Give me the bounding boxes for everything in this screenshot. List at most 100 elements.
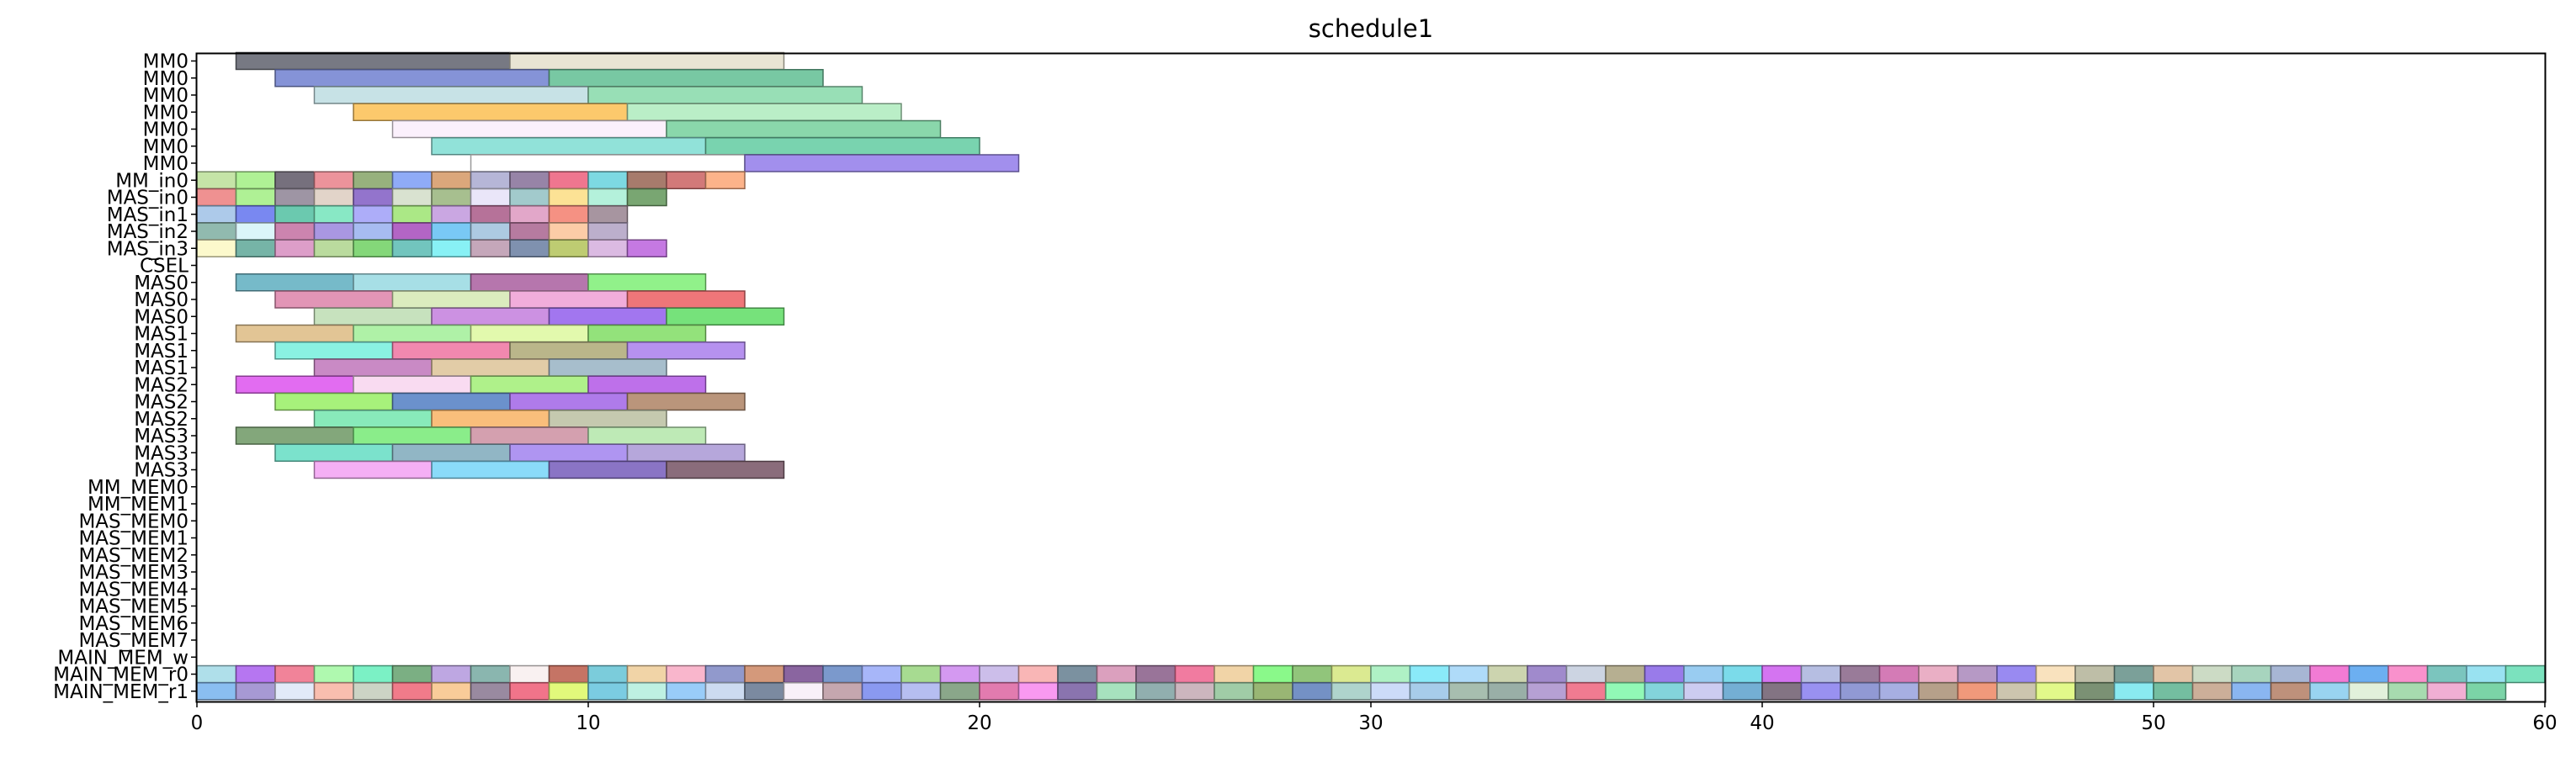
y-tick-label: MAS1 (134, 357, 189, 379)
task-bar (548, 410, 667, 428)
task-bar (548, 239, 589, 257)
task-bar (353, 222, 394, 241)
task-bar (1722, 682, 1763, 701)
task-bar (2309, 682, 2350, 701)
y-tick-label: MAS_MEM7 (78, 630, 189, 652)
task-bar (235, 222, 276, 241)
task-bar (587, 86, 863, 104)
task-bar (274, 392, 394, 411)
y-tick-label: MAIN_MEM_r1 (53, 681, 189, 703)
task-bar (2348, 664, 2389, 684)
task-bar (822, 682, 863, 701)
y-tick-label: MM0 (143, 153, 189, 175)
task-bar (235, 239, 276, 257)
task-bar (626, 341, 746, 360)
task-bar (313, 664, 354, 684)
task-bar (470, 154, 746, 172)
task-bar (313, 307, 433, 326)
task-bar (470, 375, 589, 394)
y-tick-label: MM0 (143, 102, 189, 124)
task-bar (587, 664, 629, 684)
task-bar (470, 273, 589, 292)
task-bar (2387, 682, 2429, 701)
task-bar (587, 682, 629, 701)
task-bar (431, 222, 472, 241)
task-bar (509, 392, 629, 411)
task-bar (2035, 682, 2076, 701)
y-tick-label: MAS_MEM3 (78, 562, 189, 584)
task-bar (2270, 664, 2311, 684)
task-bar (391, 290, 511, 309)
task-bar (587, 273, 707, 292)
task-bar (391, 188, 433, 207)
task-bar (900, 664, 942, 684)
task-bar (587, 188, 629, 207)
y-tick-label: MM0 (143, 51, 189, 73)
task-bar (2113, 664, 2154, 684)
task-bar (704, 664, 746, 684)
task-bar (353, 205, 394, 224)
task-bar (431, 307, 550, 326)
task-bar (235, 375, 354, 394)
task-bar (704, 137, 980, 156)
task-bar (431, 410, 550, 428)
task-bar (470, 324, 589, 343)
task-bar (470, 222, 511, 241)
task-bar (626, 188, 667, 207)
task-bar (353, 273, 472, 292)
task-bar (235, 51, 511, 71)
task-bar (626, 171, 667, 189)
task-bar (1957, 664, 1998, 684)
task-bar (509, 222, 550, 241)
task-bar (2504, 664, 2546, 684)
task-bar (1761, 664, 1803, 684)
task-bar (548, 460, 667, 479)
y-tick-label: MM_MEM0 (88, 477, 189, 499)
y-tick-label: MAS_MEM4 (78, 579, 189, 601)
task-bar (1683, 682, 1724, 701)
y-tick-label: MM0 (143, 136, 189, 158)
task-bar (1409, 682, 1450, 701)
y-tick-label: MAS2 (134, 392, 189, 414)
task-bar (470, 205, 511, 224)
task-bar (274, 341, 394, 360)
x-tick-label: 60 (2532, 712, 2557, 734)
x-tick-label: 40 (1750, 712, 1774, 734)
task-bar (900, 682, 942, 701)
y-tick-label: MAS3 (134, 442, 189, 464)
task-bar (1487, 664, 1528, 684)
task-bar (1370, 664, 1411, 684)
task-bar (2153, 664, 2194, 684)
y-tick-label: MAS_in2 (107, 221, 189, 243)
task-bar (1644, 664, 1685, 684)
task-bar (196, 188, 237, 207)
task-bar (2231, 664, 2272, 684)
task-bar (391, 392, 511, 411)
task-bar (744, 682, 785, 701)
task-bar (353, 171, 394, 189)
task-bar (1448, 664, 1490, 684)
task-bar (626, 103, 902, 121)
task-bar (861, 664, 902, 684)
task-bar (1252, 664, 1293, 684)
task-bar (1017, 664, 1059, 684)
task-bar (587, 375, 707, 394)
task-bar (1135, 682, 1176, 701)
task-bar (666, 119, 942, 139)
task-bar (548, 664, 589, 684)
task-bar (274, 664, 316, 684)
task-bar (313, 205, 354, 224)
task-bar (509, 205, 550, 224)
task-bar (979, 664, 1020, 684)
x-tick-label: 20 (967, 712, 991, 734)
task-bar (939, 682, 980, 701)
task-bar (2387, 664, 2429, 684)
y-axis: MM0MM0MM0MM0MM0MM0MM0MM_in0MAS_in0MAS_in… (53, 51, 197, 703)
task-bar (1527, 664, 1568, 684)
task-bar (431, 137, 707, 156)
task-bar (509, 51, 785, 71)
task-bar (1174, 682, 1215, 701)
task-bar (1996, 682, 2037, 701)
task-bar (235, 426, 354, 445)
task-bar (704, 682, 746, 701)
